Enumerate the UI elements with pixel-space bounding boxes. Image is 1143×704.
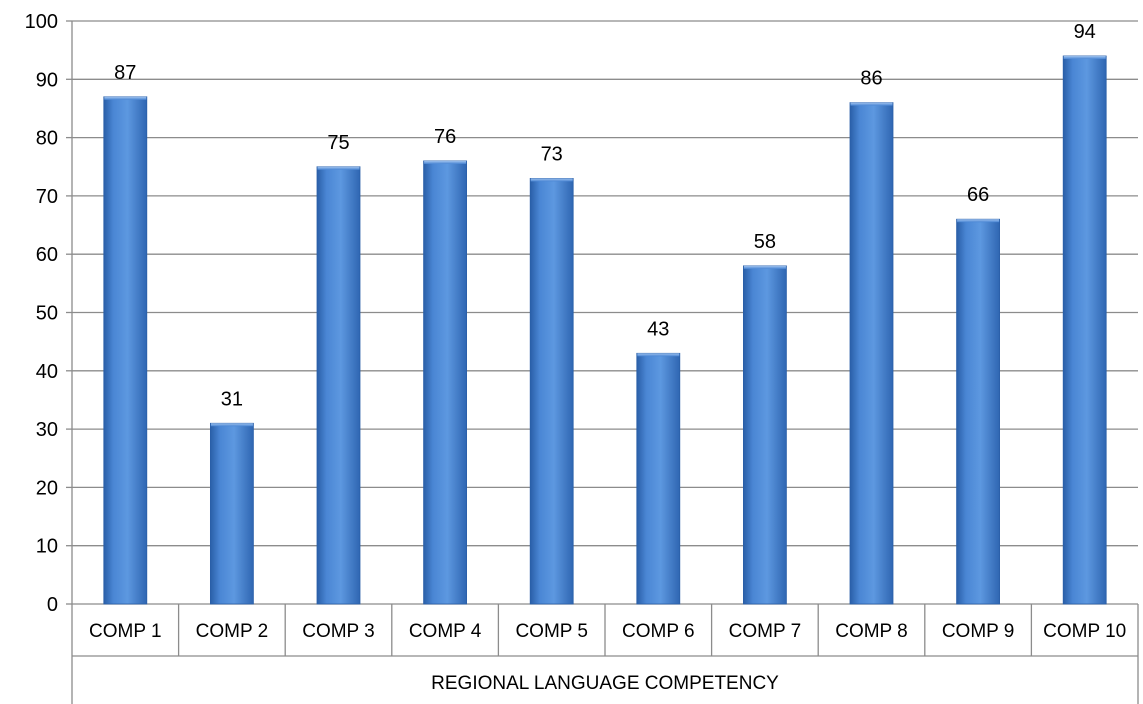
bar: [529, 178, 574, 605]
category-group-label: REGIONAL LANGUAGE COMPETENCY: [431, 673, 779, 694]
data-label: 86: [860, 68, 882, 90]
bar-top-highlight: [1063, 55, 1106, 59]
bar-group: [956, 218, 1000, 605]
bar: [636, 352, 681, 605]
bar-group: [636, 352, 681, 605]
category-label: COMP 9: [942, 621, 1015, 642]
category-label: COMP 10: [1043, 621, 1126, 642]
bar-group: [423, 160, 468, 605]
data-label: 66: [967, 184, 989, 206]
category-label: COMP 4: [409, 621, 482, 642]
data-label: 87: [114, 62, 136, 84]
data-label: 43: [647, 318, 669, 340]
bar: [316, 166, 361, 605]
y-tick-label: 90: [36, 69, 58, 91]
bar: [849, 102, 894, 605]
y-tick-label: 0: [47, 594, 58, 616]
category-label: COMP 7: [729, 621, 802, 642]
bar-group: [849, 102, 894, 605]
y-tick-label: 30: [36, 419, 58, 441]
bar-top-highlight: [637, 353, 680, 357]
category-label: COMP 3: [302, 621, 375, 642]
data-label: 73: [541, 143, 563, 165]
bar-group: [529, 178, 574, 605]
y-tick-labels: 0 10 20 30 40 50 60 70 80 90 100: [25, 11, 58, 616]
bar: [209, 422, 254, 605]
bars: [103, 55, 1107, 605]
y-tick-label: 70: [36, 186, 58, 208]
bar: [743, 265, 787, 605]
bar-top-highlight: [317, 166, 360, 170]
bar-top-highlight: [104, 96, 147, 100]
bar-group: [1062, 55, 1107, 605]
category-axis: COMP 1 COMP 2 COMP 3 COMP 4 COMP 5 COMP 6 COMP…: [89, 621, 1126, 694]
bar: [1062, 55, 1107, 605]
y-tick-label: 100: [25, 11, 58, 33]
category-label: COMP 1: [89, 621, 162, 642]
category-label: COMP 8: [835, 621, 908, 642]
bar-group: [316, 166, 361, 605]
y-tick-label: 60: [36, 244, 58, 266]
category-label: COMP 5: [515, 621, 588, 642]
bar-group: [743, 265, 787, 605]
y-tick-label: 50: [36, 303, 58, 325]
bar: [103, 96, 148, 605]
category-label: COMP 2: [196, 621, 269, 642]
bar: [423, 160, 468, 605]
y-tick-label: 10: [36, 536, 58, 558]
bar-top-highlight: [743, 265, 786, 269]
category-label: COMP 6: [622, 621, 695, 642]
bar-top-highlight: [850, 102, 893, 106]
data-label: 58: [754, 231, 776, 253]
y-tick-label: 40: [36, 361, 58, 383]
data-labels: 87 31 75 76 73 43 58 86 66 94: [114, 21, 1096, 410]
bar-group: [103, 96, 148, 605]
data-label: 76: [434, 126, 456, 148]
bar-top-highlight: [210, 423, 253, 427]
data-label: 75: [327, 132, 349, 154]
data-label: 94: [1074, 21, 1096, 43]
bar: [956, 218, 1000, 605]
y-tick-label: 80: [36, 128, 58, 150]
data-label: 31: [221, 388, 243, 410]
bar-top-highlight: [424, 160, 467, 164]
bar-top-highlight: [530, 178, 573, 182]
bar-group: [209, 422, 254, 605]
bar-top-highlight: [957, 219, 1000, 223]
y-tick-label: 20: [36, 477, 58, 499]
